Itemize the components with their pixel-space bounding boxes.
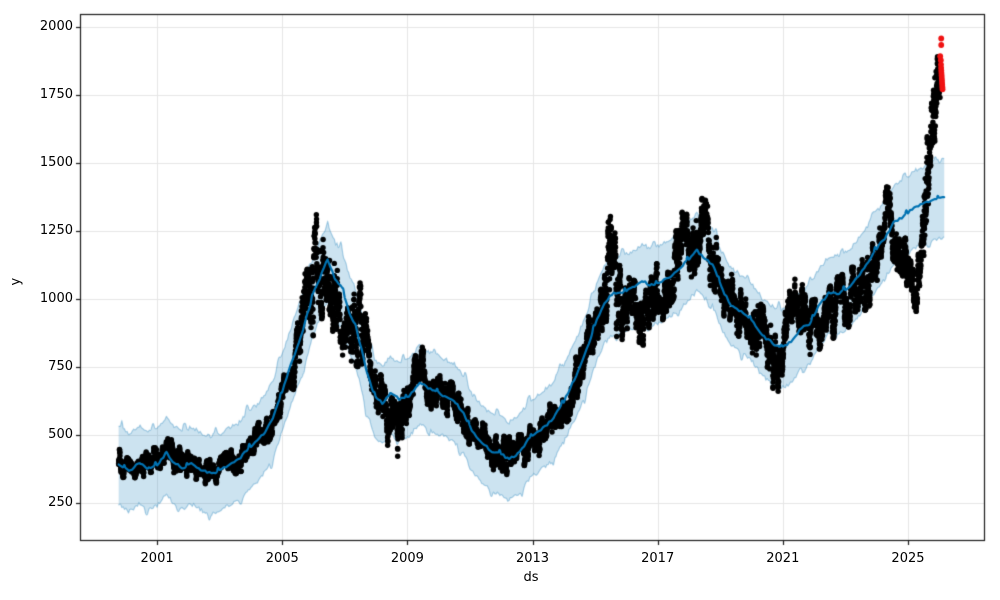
y-tick-label-1250: 1250 [39,223,73,239]
y-tick-label-750: 750 [48,359,73,375]
y-tick-label-1750: 1750 [39,87,73,103]
x-tick-label-2009: 2009 [390,551,424,566]
x-axis-label: ds [523,570,539,585]
y-tick-label-1000: 1000 [39,291,73,307]
x-tick-label-2013: 2013 [515,551,550,566]
x-tick-label-2021: 2021 [766,551,800,566]
y-tick-label-250: 250 [48,495,73,510]
y-tick-label-500: 500 [48,427,73,443]
x-tick-label-2001: 2001 [140,551,174,566]
y-axis-label: y [8,277,24,286]
x-tick-label-2017: 2017 [641,551,675,566]
x-tick-label-2005: 2005 [265,551,299,566]
x-tick-label-2025: 2025 [891,551,925,566]
y-tick-label-1500: 1500 [39,155,73,171]
y-tick-label-2000: 2000 [39,19,73,35]
